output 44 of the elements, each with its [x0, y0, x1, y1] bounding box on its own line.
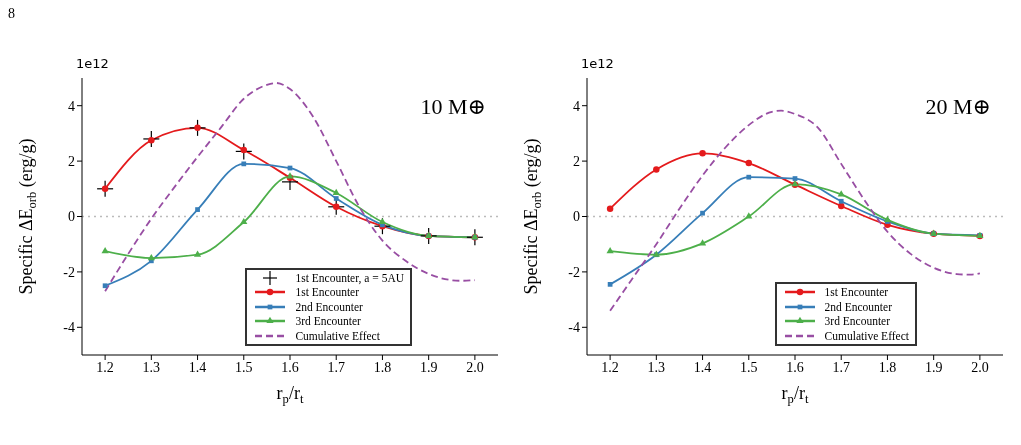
- x-tick-label: 1.7: [327, 359, 345, 375]
- legend-label: 2nd Encounter: [295, 300, 363, 313]
- x-tick-label: 2.0: [971, 359, 989, 375]
- x-axis-title: r$_{p}$/r$_{t}$: [781, 383, 809, 406]
- y-tick-label: 0: [573, 209, 580, 225]
- x-tick-label: 1.3: [647, 359, 666, 375]
- text: 1e12: [581, 56, 614, 71]
- text: 1e12: [76, 56, 109, 71]
- y-tick-label: -2: [63, 264, 75, 280]
- y-tick-label: -4: [63, 320, 75, 336]
- x-tick-label: 1.9: [924, 359, 943, 375]
- x-axis-title: r$_{p}$/r$_{t}$: [276, 383, 304, 406]
- legend-label: 2nd Encounter: [824, 300, 892, 313]
- legend-label: 3rd Encounter: [824, 315, 891, 328]
- x-tick-label: 2.0: [466, 359, 484, 375]
- x-tick-label: 1.2: [601, 359, 619, 375]
- legend-label: 3rd Encounter: [295, 315, 361, 328]
- legend-label: 1st Encounter: [824, 286, 889, 299]
- y-tick-label: 2: [573, 154, 580, 170]
- y-tick-label: -2: [568, 264, 580, 280]
- text: 8: [8, 6, 15, 22]
- x-tick-label: 1.8: [373, 359, 392, 375]
- x-tick-label: 1.6: [281, 359, 299, 375]
- x-tick-label: 1.4: [693, 359, 712, 375]
- x-tick-label: 1.3: [142, 359, 161, 375]
- legend-label: Cumulative Effect: [824, 329, 909, 342]
- y-tick-label: 4: [573, 98, 580, 114]
- legend-label: Cumulative Effect: [295, 329, 380, 342]
- x-tick-label: 1.6: [786, 359, 804, 375]
- x-tick-label: 1.2: [96, 359, 114, 375]
- x-tick-label: 1.7: [832, 359, 850, 375]
- x-tick-label: 1.4: [188, 359, 207, 375]
- y-tick-label: 4: [68, 98, 75, 114]
- y-tick-label: -4: [568, 320, 580, 336]
- x-tick-label: 1.9: [419, 359, 438, 375]
- x-tick-label: 1.8: [878, 359, 897, 375]
- annotation: 20 M⊕: [925, 94, 991, 120]
- y-tick-label: 2: [68, 154, 75, 170]
- annotation: 10 M⊕: [420, 94, 486, 120]
- legend-label: 1st Encounter, a = 5AU: [295, 271, 404, 284]
- x-tick-label: 1.5: [235, 359, 253, 375]
- y-tick-label: 0: [68, 209, 75, 225]
- x-tick-label: 1.5: [740, 359, 758, 375]
- legend-label: 1st Encounter: [295, 286, 360, 299]
